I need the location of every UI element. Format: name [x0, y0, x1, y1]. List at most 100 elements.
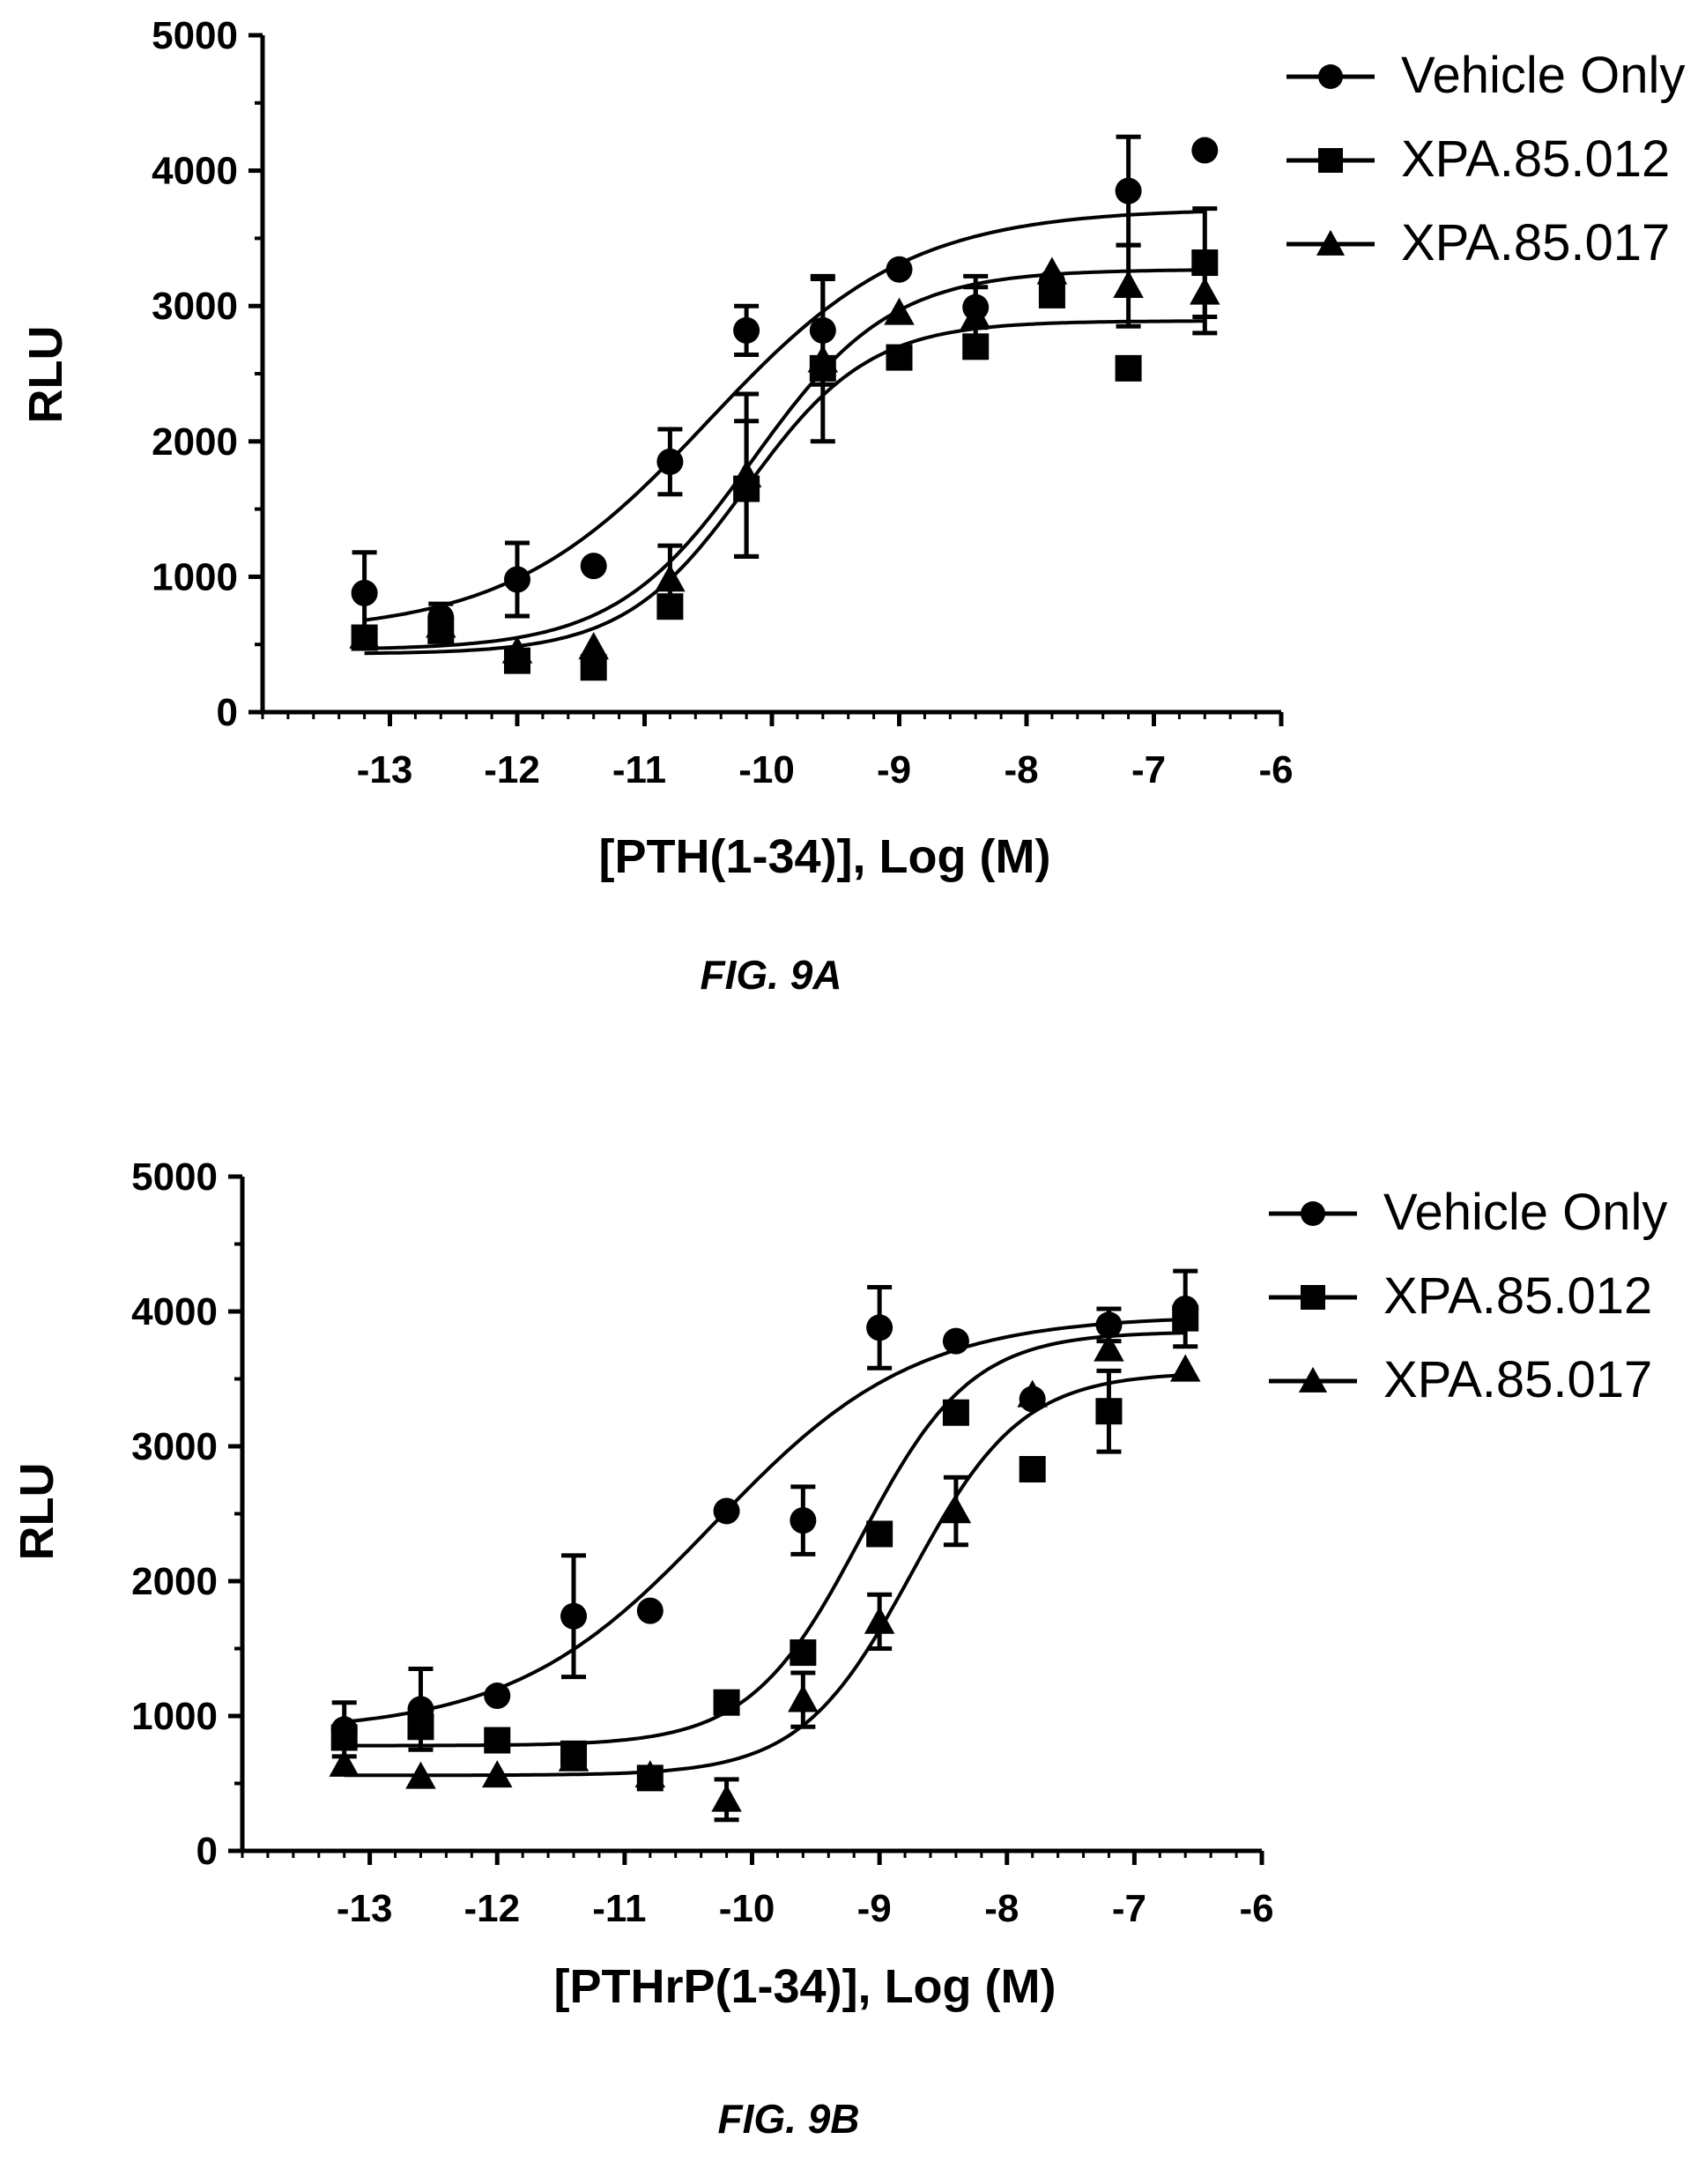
data-point	[711, 1784, 742, 1812]
y-tick-label: 2000	[152, 420, 238, 464]
legend-label: XPA.85.012	[1401, 130, 1670, 188]
figure-caption: FIG. 9B	[717, 2096, 859, 2142]
x-tick-label: -10	[738, 748, 795, 791]
data-point	[1036, 256, 1068, 285]
y-tick-label: 1000	[152, 555, 238, 598]
data-point	[1115, 354, 1142, 382]
data-point	[942, 1399, 969, 1426]
series-1	[351, 206, 1219, 681]
data-point	[1095, 1311, 1123, 1339]
x-axis-label: [PTH(1-34)], Log (M)	[599, 830, 1051, 883]
x-tick-label: -10	[719, 1887, 775, 1930]
data-point	[864, 1606, 895, 1634]
data-point	[482, 1760, 513, 1788]
data-point	[1095, 1398, 1123, 1425]
fit-curve	[344, 1317, 1186, 1724]
data-point	[940, 1496, 972, 1524]
figure-caption: FIG. 9A	[700, 952, 842, 998]
data-point	[405, 1761, 436, 1789]
chart-9a: 0 1000 2000 3000 4000 5000 -13 -12 -11 -10 -9 -8 -7 -…	[19, 14, 1685, 998]
y-tick-label: 2000	[131, 1560, 218, 1603]
chart-9b: 0 1000 2000 3000 4000 5000 -13 -12 -11 -10 -9 -8 -7 -…	[11, 1155, 1667, 2142]
data-point	[407, 1713, 434, 1741]
legend-label: XPA.85.012	[1383, 1267, 1652, 1325]
y-tick-label: 4000	[152, 150, 238, 193]
x-tick-label: -11	[612, 748, 666, 791]
legend-marker	[1301, 1285, 1325, 1310]
data-point	[501, 635, 533, 664]
data-point	[713, 1689, 740, 1716]
data-point	[560, 1602, 588, 1630]
data-point	[558, 1743, 589, 1772]
data-point	[960, 301, 991, 330]
series-1	[330, 1304, 1199, 1792]
legend-label: XPA.85.017	[1383, 1351, 1652, 1408]
x-tick-label: -12	[463, 1887, 520, 1930]
data-point	[1019, 1456, 1046, 1483]
data-point	[330, 1724, 358, 1751]
x-tick-label: -6	[1239, 1887, 1273, 1930]
data-point	[1172, 1304, 1199, 1332]
legend-marker	[1316, 229, 1346, 256]
x-tick-label: -7	[1131, 748, 1166, 791]
series-0	[351, 134, 1219, 636]
y-tick-label: 1000	[131, 1695, 218, 1738]
x-tick-label: -8	[984, 1887, 1019, 1930]
series-2	[329, 1333, 1201, 1823]
data-point	[484, 1683, 511, 1710]
y-tick-label: 0	[196, 1830, 218, 1873]
x-tick-label: -7	[1112, 1887, 1146, 1930]
x-tick-label: -13	[357, 748, 413, 791]
data-point	[866, 1314, 893, 1341]
y-axis-label: RLU	[11, 1463, 63, 1561]
legend-marker	[1318, 64, 1343, 89]
data-point	[788, 1684, 819, 1712]
series-2	[349, 242, 1220, 664]
data-point	[504, 566, 530, 593]
data-point	[484, 1727, 511, 1754]
data-point	[655, 564, 686, 592]
data-point	[580, 553, 607, 580]
data-point	[1094, 1333, 1124, 1362]
x-axis-label: [PTHrP(1-34)], Log (M)	[554, 1960, 1057, 2013]
data-point	[886, 256, 913, 283]
data-point	[730, 459, 762, 487]
data-point	[351, 579, 378, 606]
data-point	[1113, 270, 1144, 298]
data-point	[426, 610, 456, 638]
x-tick-label: -6	[1258, 748, 1293, 791]
data-point	[884, 297, 915, 325]
y-axis-label: RLU	[19, 326, 72, 424]
x-tick-label: -9	[857, 1887, 892, 1930]
x-tick-label: -8	[1004, 748, 1038, 791]
legend-marker	[1318, 148, 1343, 173]
y-tick-label: 4000	[131, 1290, 218, 1333]
data-point	[634, 1760, 666, 1788]
data-point	[329, 1749, 360, 1777]
data-point	[807, 345, 839, 373]
legend-label: Vehicle Only	[1383, 1184, 1667, 1241]
x-tick-label: -9	[877, 748, 911, 791]
y-tick-label: 0	[217, 691, 238, 734]
data-point	[656, 448, 684, 475]
legend-marker	[1301, 1201, 1325, 1226]
data-point	[790, 1507, 817, 1534]
fit-curve	[364, 268, 1205, 650]
data-point	[942, 1327, 969, 1355]
y-tick-label: 5000	[131, 1155, 218, 1199]
data-point	[713, 1497, 740, 1525]
fit-curve	[344, 1373, 1186, 1778]
x-tick-label: -12	[484, 748, 540, 791]
data-point	[1191, 137, 1219, 164]
y-tick-label: 3000	[131, 1425, 218, 1468]
data-point	[636, 1597, 664, 1624]
legend-marker	[1298, 1366, 1328, 1393]
y-tick-label: 3000	[152, 285, 238, 328]
data-point	[1190, 277, 1220, 305]
data-point	[1038, 281, 1065, 308]
data-point	[733, 316, 760, 344]
data-point	[1017, 1379, 1048, 1408]
data-point	[790, 1639, 817, 1667]
legend-label: Vehicle Only	[1401, 47, 1685, 104]
